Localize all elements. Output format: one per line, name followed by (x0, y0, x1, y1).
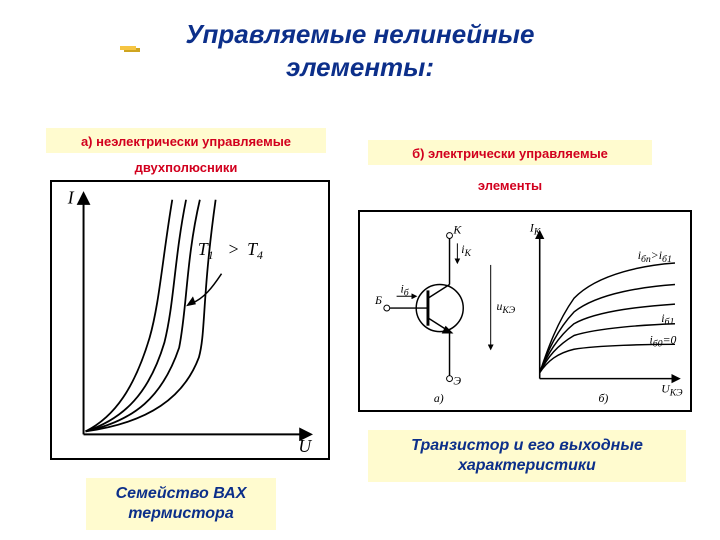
page-title: Управляемые нелинейные элементы: (0, 18, 720, 83)
output-curves: IК UКЭ iбn>iб1 iб1 iб0=0 б) (529, 222, 683, 406)
svg-text:Э: Э (453, 375, 461, 388)
svg-text:iбn>iб1: iбn>iб1 (638, 249, 672, 265)
svg-text:T4: T4 (247, 239, 263, 262)
svg-text:iб1: iб1 (661, 312, 674, 328)
svg-text:T1: T1 (198, 239, 214, 262)
x-axis-label: U (298, 436, 312, 456)
thermistor-chart: I U T1 > T4 (50, 180, 330, 460)
caption-left: Семейство ВАХ термистора (86, 478, 276, 530)
svg-text:Б: Б (374, 294, 382, 307)
transistor-chart: К Б Э iК iб uКЭ а) IК UКЭ iбn>iб1 iб1 iб… (358, 210, 692, 412)
svg-text:iК: iК (461, 243, 471, 259)
svg-text:б): б) (599, 392, 609, 405)
svg-text:К: К (452, 224, 462, 237)
svg-text:UКЭ: UКЭ (661, 382, 683, 398)
svg-text:а): а) (434, 392, 444, 405)
title-line-1: Управляемые нелинейные (186, 19, 535, 49)
svg-text:IК: IК (529, 222, 541, 238)
section-a-line1: а) неэлектрически управляемые (81, 134, 291, 149)
section-b-line2: элементы (368, 178, 652, 193)
svg-text:uКЭ: uКЭ (497, 300, 516, 316)
title-line-2: элементы: (286, 52, 434, 82)
y-axis-label: I (67, 188, 75, 208)
transistor-symbol: К Б Э iК iб uКЭ а) (374, 224, 516, 406)
section-b-line1: б) электрически управляемые (412, 146, 608, 161)
caption-right: Транзистор и его выходные характеристики (368, 430, 686, 482)
svg-text:iб0=0: iб0=0 (649, 333, 676, 349)
bullet-icon (118, 38, 142, 62)
section-b-label: б) электрически управляемые (368, 140, 652, 165)
svg-text:>: > (227, 239, 239, 259)
section-a-line2: двухполюсники (46, 160, 326, 175)
section-a-label: а) неэлектрически управляемые (46, 128, 326, 153)
